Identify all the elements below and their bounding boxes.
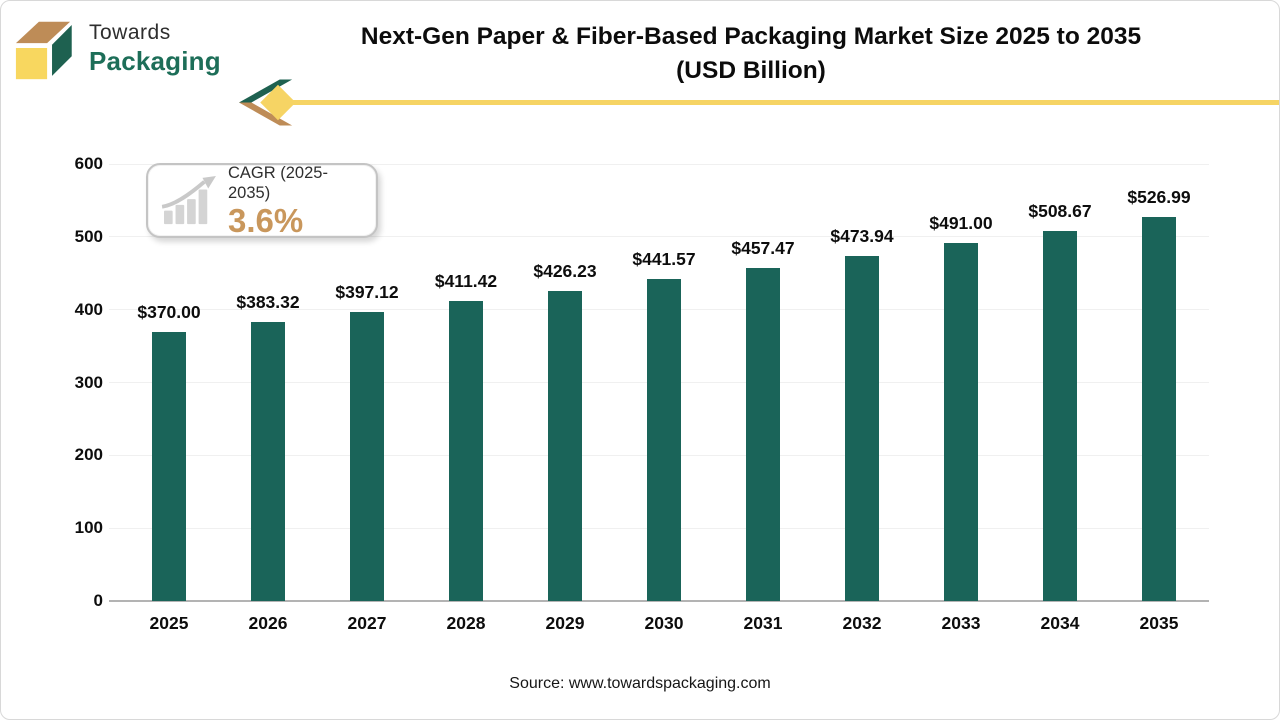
- chevron-left-icon: [239, 79, 296, 126]
- x-tick-label: 2028: [446, 613, 486, 633]
- y-tick-label: 500: [74, 226, 103, 246]
- chart-title: Next-Gen Paper & Fiber-Based Packaging M…: [251, 20, 1251, 88]
- y-tick-label: 400: [74, 299, 103, 319]
- bar: [647, 279, 681, 601]
- x-tick-label: 2026: [248, 613, 288, 633]
- source-text: Source: www.towardspackaging.com: [509, 675, 771, 692]
- bar-value-label: $457.47: [731, 237, 795, 258]
- bar-value-label: $397.12: [335, 281, 399, 302]
- bar: [350, 311, 384, 601]
- brand-logo: Towards Packaging: [11, 13, 221, 83]
- gridline: [109, 163, 1209, 165]
- bar: [1043, 230, 1077, 601]
- gridline: [109, 236, 1209, 238]
- y-tick-label: 600: [74, 154, 103, 173]
- bar: [152, 331, 186, 601]
- bar-value-label: $426.23: [533, 260, 597, 281]
- bar-value-label: $370.00: [137, 301, 201, 322]
- bar: [449, 301, 483, 601]
- x-tick-label: 2034: [1040, 613, 1080, 633]
- bar: [548, 290, 582, 601]
- bar: [251, 321, 285, 601]
- bar-value-label: $526.99: [1127, 187, 1191, 208]
- x-tick-label: 2033: [941, 613, 981, 633]
- divider-line: [293, 100, 1279, 105]
- bar-value-label: $411.42: [434, 271, 498, 292]
- y-tick-label: 200: [74, 445, 103, 465]
- x-tick-label: 2035: [1139, 613, 1179, 633]
- cagr-label: CAGR (2025-2035): [228, 163, 328, 202]
- cagr-text: CAGR (2025-2035) 3.6%: [228, 163, 364, 239]
- chevron-top-arm: [239, 79, 293, 103]
- bar: [845, 255, 879, 601]
- x-tick-label: 2030: [644, 613, 684, 633]
- x-axis-line: [109, 600, 1209, 602]
- cube-front-face: [15, 48, 48, 80]
- y-tick-label: 0: [93, 591, 103, 610]
- y-tick-label: 100: [74, 518, 103, 538]
- cube-top-face: [15, 21, 71, 44]
- x-tick-label: 2025: [149, 613, 189, 633]
- brand-name: Towards Packaging: [89, 20, 221, 76]
- y-tick-label: 300: [74, 372, 103, 392]
- chevron-bottom-arm: [239, 102, 293, 126]
- growth-chart-icon: [161, 175, 216, 224]
- brand-name-towards: Towards: [89, 21, 171, 44]
- bar-value-label: $508.67: [1028, 200, 1092, 221]
- cube-logo-icon: [15, 21, 72, 80]
- bar: [746, 267, 780, 601]
- x-tick-label: 2032: [842, 613, 882, 633]
- bar-value-label: $473.94: [830, 225, 894, 246]
- bar: [1142, 217, 1176, 601]
- bar: [944, 243, 978, 601]
- chart-title-line2: (USD Billion): [676, 57, 826, 84]
- chart-title-line1: Next-Gen Paper & Fiber-Based Packaging M…: [360, 23, 1142, 50]
- bar-value-label: $383.32: [236, 291, 300, 312]
- x-tick-label: 2027: [347, 613, 387, 633]
- cagr-badge: CAGR (2025-2035) 3.6%: [146, 163, 378, 238]
- x-tick-label: 2029: [545, 613, 585, 633]
- bar-value-label: $491.00: [929, 213, 993, 234]
- brand-name-packaging: Packaging: [89, 46, 221, 76]
- cube-right-face: [52, 25, 72, 76]
- bar-value-label: $441.57: [632, 249, 696, 270]
- x-tick-label: 2031: [743, 613, 783, 633]
- cagr-value: 3.6%: [228, 201, 304, 239]
